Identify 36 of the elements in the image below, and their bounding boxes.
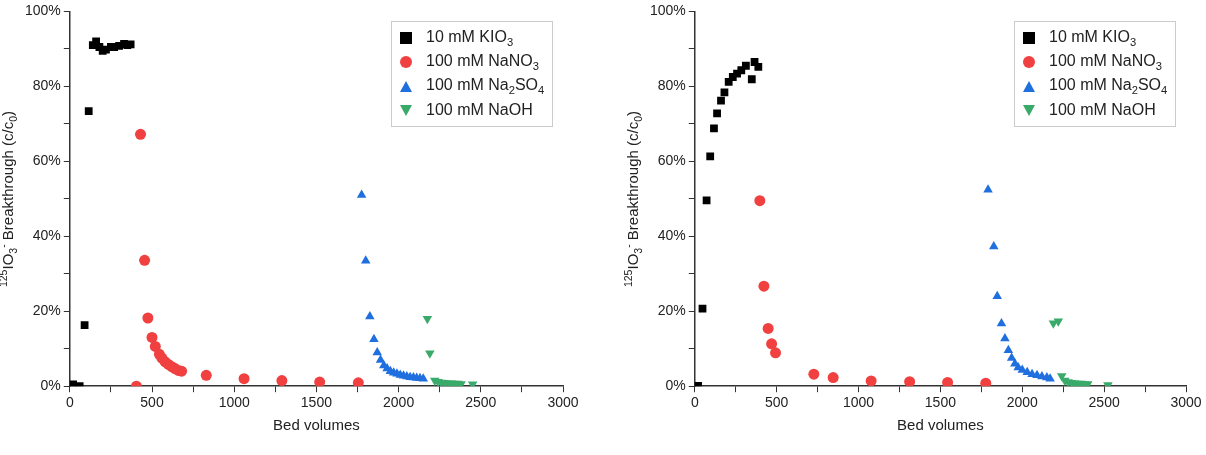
x-tick-label: 2000 [1006, 394, 1039, 411]
x-tick-label: 500 [140, 394, 164, 411]
x-tick-label: 2500 [1088, 394, 1120, 411]
x-tick-label: 0 [690, 394, 699, 411]
x-axis-title: Bed volumes [897, 416, 984, 434]
y-tick-label: 60% [657, 152, 686, 169]
legend-label: 100 mM Na$_{2}$SO$_{4}$ [426, 76, 545, 97]
x-tick-label: 1000 [218, 394, 250, 411]
y-tick-label: 100% [24, 2, 61, 19]
legend-label: 100 mM Na$_{2}$SO$_{4}$ [1049, 76, 1168, 97]
x-tick-label: 3000 [1170, 394, 1202, 411]
x-tick-label: 1500 [300, 394, 333, 411]
legend-label: 100 mM NaNO$_{3}$ [1049, 52, 1162, 73]
x-tick-label: 0 [65, 394, 74, 411]
y-tick-label: 60% [32, 152, 61, 169]
legend-label: 100 mM NaNO$_{3}$ [426, 52, 539, 73]
x-tick-label: 1500 [924, 394, 957, 411]
y-tick-label: 80% [657, 77, 686, 94]
legend-label: 10 mM KIO$_{3}$ [426, 28, 514, 49]
x-tick-label: 3000 [547, 394, 579, 411]
y-tick-label: 20% [657, 302, 686, 319]
legend-label: 100 mM NaOH [426, 101, 533, 120]
x-axis-title: Bed volumes [273, 416, 360, 434]
legend-label: 100 mM NaOH [1049, 101, 1156, 120]
y-tick-label: 40% [657, 227, 686, 244]
x-tick-label: 1000 [842, 394, 875, 411]
x-tick-label: 2000 [383, 394, 415, 411]
y-tick-label: 20% [32, 302, 61, 319]
x-tick-label: 2500 [465, 394, 497, 411]
y-tick-label: 80% [32, 77, 61, 94]
y-tick-label: 0% [40, 377, 61, 394]
y-tick-label: 100% [649, 2, 686, 19]
legend-label: 10 mM KIO$_{3}$ [1049, 28, 1137, 49]
y-tick-label: 40% [32, 227, 61, 244]
x-tick-label: 500 [764, 394, 789, 411]
y-tick-label: 0% [665, 377, 686, 394]
